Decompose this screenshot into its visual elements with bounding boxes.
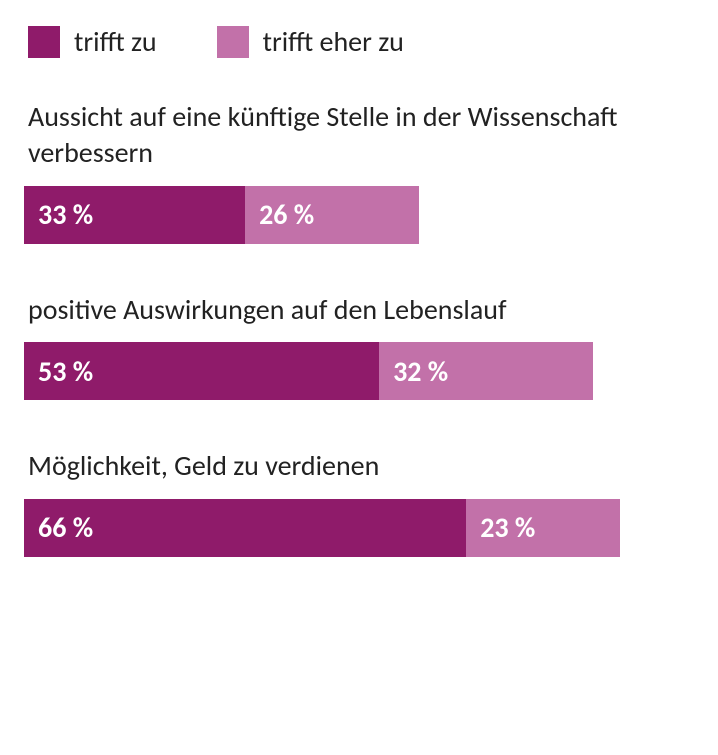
bar-segment-value: 53 % — [38, 354, 93, 389]
bar-segment-value: 23 % — [480, 510, 535, 545]
bar-segment-trifft-eher-zu: 26 % — [245, 186, 419, 244]
bar-segment-trifft-eher-zu: 32 % — [379, 342, 593, 400]
legend-swatch-1 — [217, 26, 249, 58]
bar-segment-trifft-zu: 53 % — [24, 342, 379, 400]
bar-row: Möglichkeit, Geld zu verdienen 66 % 23 % — [24, 448, 694, 556]
legend-label-1: trifft eher zu — [263, 24, 404, 59]
bar-segment-value: 33 % — [38, 197, 93, 232]
bar-track: 53 % 32 % — [24, 342, 694, 400]
legend: trifft zu trifft eher zu — [24, 24, 694, 59]
bar-track: 33 % 26 % — [24, 186, 694, 244]
bar-segment-value: 32 % — [393, 354, 448, 389]
bar-row: Aussicht auf eine künftige Stelle in der… — [24, 99, 694, 244]
bar-segment-value: 26 % — [259, 197, 314, 232]
bar-segment-trifft-eher-zu: 23 % — [466, 499, 620, 557]
bar-track: 66 % 23 % — [24, 499, 694, 557]
bar-segment-trifft-zu: 66 % — [24, 499, 466, 557]
legend-item-trifft-eher-zu: trifft eher zu — [217, 24, 404, 59]
legend-swatch-0 — [28, 26, 60, 58]
bar-row-title: positive Auswirkungen auf den Lebenslauf — [24, 292, 694, 328]
bar-segment-value: 66 % — [38, 510, 93, 545]
bar-row-title: Aussicht auf eine künftige Stelle in der… — [24, 99, 694, 172]
bar-row: positive Auswirkungen auf den Lebenslauf… — [24, 292, 694, 400]
legend-label-0: trifft zu — [74, 24, 157, 59]
legend-item-trifft-zu: trifft zu — [28, 24, 157, 59]
bar-row-title: Möglichkeit, Geld zu verdienen — [24, 448, 694, 484]
bar-segment-trifft-zu: 33 % — [24, 186, 245, 244]
